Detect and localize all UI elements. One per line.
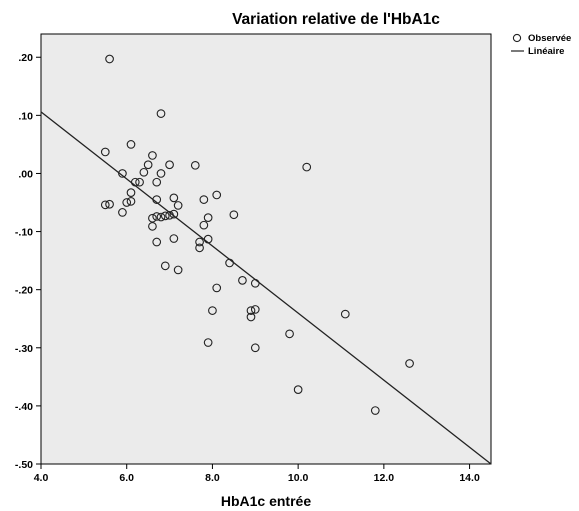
legend-label-observee: Observée [528,33,571,44]
data-point [139,167,149,177]
data-point [169,234,179,243]
data-point [160,261,170,271]
data-point [105,199,114,209]
y-tick-label: .10 [18,110,33,122]
data-point [165,210,174,220]
x-tick-label: 12.0 [374,472,395,484]
data-point [293,385,303,394]
data-point [195,237,204,247]
data-point [126,140,136,149]
legend-label-lineaire: Linéaire [528,46,564,57]
x-tick-label: 14.0 [459,472,480,484]
data-points [100,54,414,415]
y-axis: .20 .10 .00 -.10 -.20 -.30 -.40 -.50 [15,52,41,471]
y-tick-label: .20 [18,52,33,64]
data-point [195,243,204,253]
data-point [126,197,136,206]
data-point [118,169,127,178]
data-point [250,305,260,314]
data-point [208,306,217,315]
data-point [122,198,132,207]
data-point [246,306,256,315]
data-point [160,211,170,221]
data-point [173,201,183,210]
x-axis: 4.0 6.0 8.0 10.0 12.0 14.0 [34,464,480,484]
data-point [169,209,179,219]
data-point [152,212,162,221]
data-point [156,109,166,118]
data-point [340,309,350,319]
data-point [173,265,183,275]
data-point [126,188,136,197]
data-point [169,193,179,203]
data-point [152,237,162,247]
data-point [118,208,127,217]
data-point [165,160,174,170]
data-point [238,276,247,285]
data-point [148,221,157,231]
data-point [250,278,260,288]
y-tick-label: -.40 [15,401,33,413]
data-point [100,147,110,157]
data-point [143,160,153,170]
data-point [152,177,162,187]
y-tick-label: -.30 [15,343,33,355]
data-point [199,195,209,204]
chart-title: Variation relative de l'HbA1c [232,11,440,28]
data-point [246,312,256,322]
data-point [250,343,260,353]
data-point [130,177,140,187]
data-point [203,234,213,244]
data-point [212,190,222,200]
data-point [156,212,166,222]
data-point [156,169,166,178]
data-point [199,220,209,230]
data-point [152,195,162,204]
legend: Observée Linéaire [511,33,571,57]
x-tick-label: 10.0 [288,472,309,484]
x-axis-title: HbA1c entrée [221,493,311,509]
data-point [285,329,294,339]
y-tick-label: -.50 [15,459,33,471]
data-point [105,54,114,64]
data-point [203,338,213,347]
y-tick-label: -.10 [15,227,33,239]
y-tick-label: -.20 [15,285,33,297]
data-point [135,177,144,187]
plot-area [40,33,492,465]
data-point [370,406,380,415]
data-point [148,151,157,160]
y-tick-label: .00 [18,168,33,180]
x-tick-label: 6.0 [119,472,134,484]
regression-line [40,111,492,465]
data-point [302,162,312,172]
data-point [100,200,110,210]
data-point [229,210,239,220]
data-point [225,258,234,268]
data-point [212,283,222,293]
x-tick-label: 4.0 [34,472,49,484]
data-point [203,213,213,222]
x-tick-label: 8.0 [205,472,220,484]
legend-marker-observee [512,33,522,43]
data-point [190,160,200,170]
data-point [405,359,414,368]
